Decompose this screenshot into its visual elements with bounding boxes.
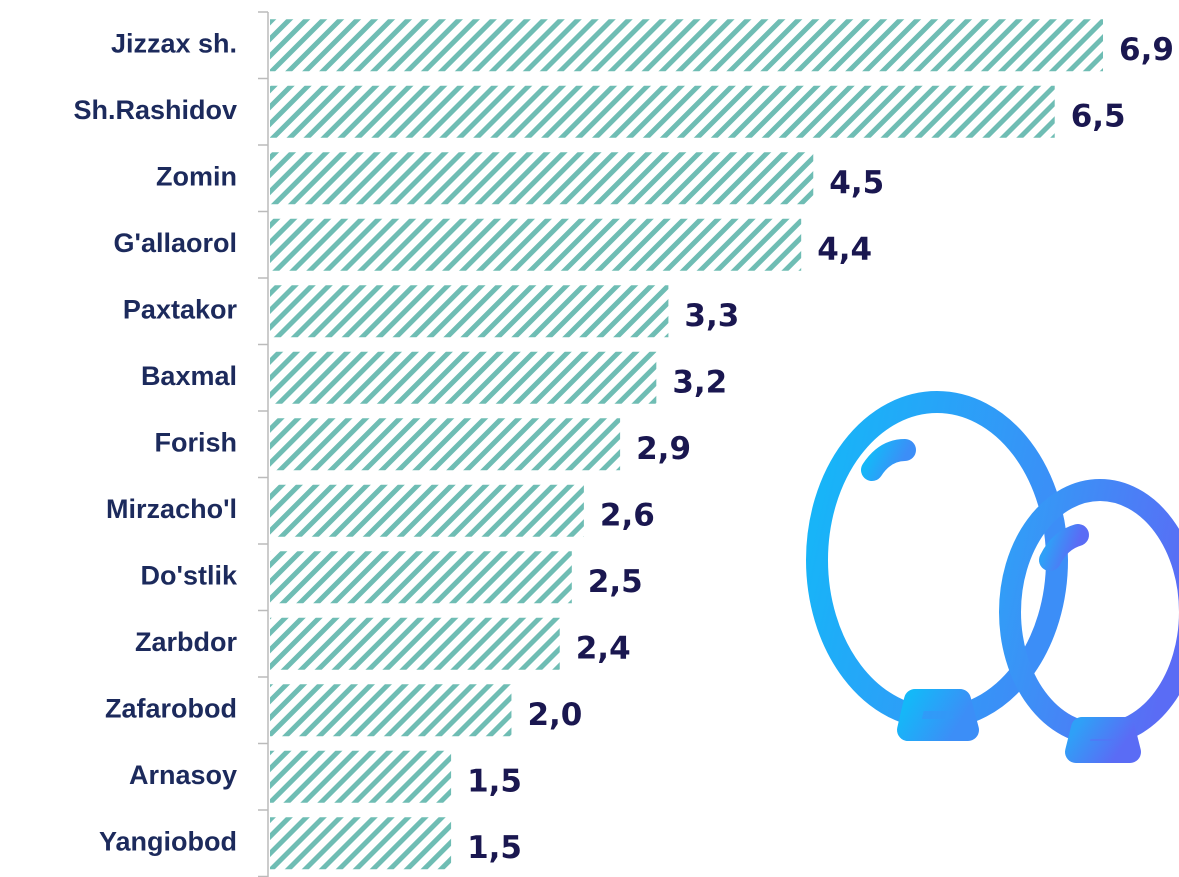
category-label: Mirzacho'l (106, 494, 237, 524)
value-label: 3,2 (672, 364, 727, 400)
balloons-decoration (817, 402, 1179, 877)
value-label: 3,3 (684, 298, 739, 334)
value-label: 2,5 (588, 564, 643, 600)
category-label: Sh.Rashidov (73, 95, 237, 125)
category-label: Zomin (156, 161, 237, 191)
bar (270, 152, 813, 204)
category-label: G'allaorol (114, 228, 237, 258)
value-label: 6,5 (1071, 98, 1126, 134)
value-label: 4,5 (829, 165, 884, 201)
chart: Jizzax sh. 6,9 Sh.Rashidov 6,5 Zomin 4,5 G'all… (0, 0, 1179, 877)
bar (270, 352, 656, 404)
value-label: 2,6 (600, 497, 655, 533)
category-label: Jizzax sh. (111, 28, 237, 58)
category-label: Arnasoy (129, 760, 237, 790)
value-label: 2,4 (576, 630, 631, 666)
value-label: 1,5 (467, 830, 522, 866)
category-label: Forish (154, 427, 237, 457)
bar (270, 817, 451, 869)
value-label: 2,9 (636, 431, 691, 467)
value-label: 1,5 (467, 763, 522, 799)
bar (270, 551, 572, 603)
category-label: Yangiobod (99, 826, 237, 856)
bar (270, 285, 668, 337)
category-label: Do'stlik (141, 560, 238, 590)
category-label: Baxmal (141, 361, 237, 391)
bar (270, 751, 451, 803)
category-label: Zafarobod (105, 693, 237, 723)
bar (270, 684, 511, 736)
value-label: 2,0 (527, 697, 582, 733)
bar (270, 418, 620, 470)
bar (270, 219, 801, 271)
bar (270, 86, 1055, 138)
category-label: Paxtakor (123, 294, 238, 324)
bar (270, 485, 584, 537)
bar (270, 19, 1103, 71)
value-label: 6,9 (1119, 32, 1174, 68)
value-label: 4,4 (817, 231, 872, 267)
bar (270, 618, 560, 670)
category-label: Zarbdor (135, 627, 237, 657)
